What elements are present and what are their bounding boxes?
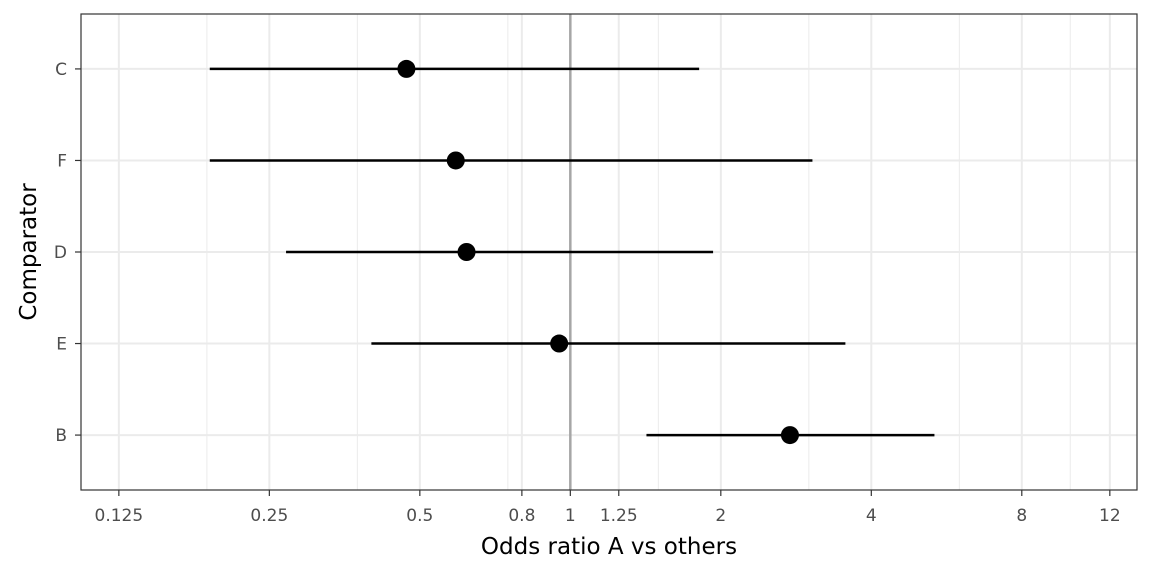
y-tick-label: D bbox=[54, 243, 67, 263]
x-tick-label: 0.8 bbox=[508, 506, 535, 526]
y-tick-label: B bbox=[55, 426, 67, 446]
x-tick-label: 4 bbox=[866, 506, 877, 526]
x-tick-label: 0.125 bbox=[95, 506, 144, 526]
y-tick-label: F bbox=[57, 151, 67, 171]
y-tick-label: C bbox=[55, 60, 67, 80]
estimate-point-B bbox=[781, 426, 799, 444]
x-tick-label: 2 bbox=[715, 506, 726, 526]
estimate-point-C bbox=[397, 60, 415, 78]
x-tick-label: 12 bbox=[1099, 506, 1121, 526]
y-axis-title: Comparator bbox=[16, 183, 42, 321]
x-tick-label: 1 bbox=[565, 506, 576, 526]
x-tick-label: 8 bbox=[1016, 506, 1027, 526]
estimate-point-F bbox=[447, 151, 465, 169]
x-tick-label: 0.25 bbox=[250, 506, 288, 526]
x-tick-label: 0.5 bbox=[406, 506, 433, 526]
axes: 0.125 0.25 0.5 0.8 1 1.25 2 4 8 12 C F D E B bbox=[54, 60, 1121, 526]
estimate-point-D bbox=[458, 243, 476, 261]
x-tick-label: 1.25 bbox=[600, 506, 638, 526]
x-axis-title: Odds ratio A vs others bbox=[481, 534, 737, 560]
estimate-point-E bbox=[550, 335, 568, 353]
y-tick-label: E bbox=[56, 335, 67, 355]
